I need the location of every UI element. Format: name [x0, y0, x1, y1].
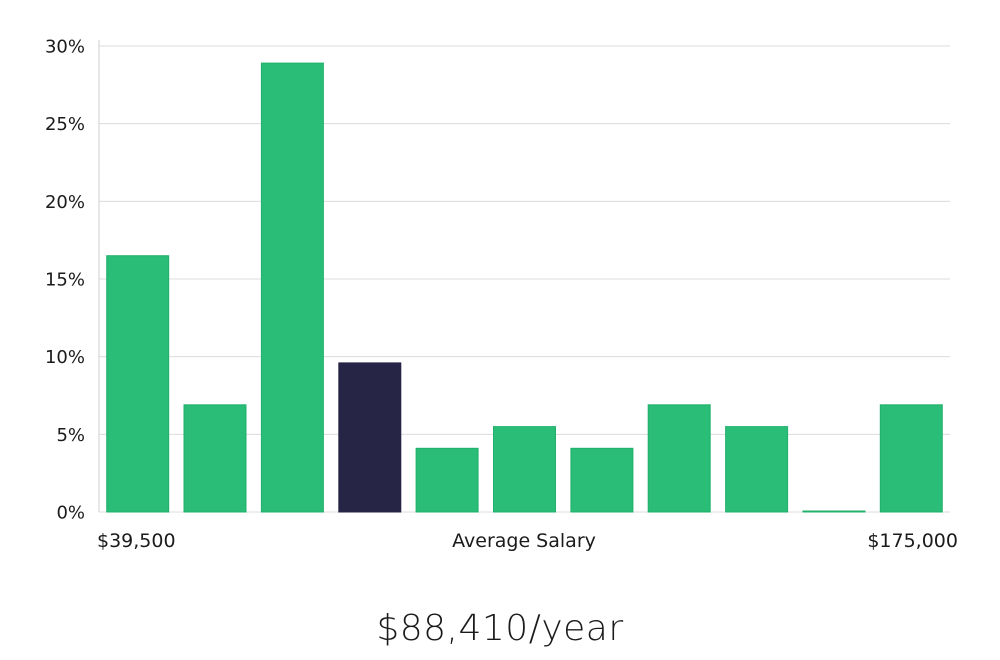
x-axis-min-label: $39,500 — [97, 530, 176, 552]
x-axis-max-label: $175,000 — [867, 530, 958, 552]
y-axis-tick-labels: 0% 5% 10% 15% 20% 25% 30% — [45, 37, 85, 524]
y-tick-label: 25% — [45, 114, 85, 135]
bar — [493, 426, 556, 513]
bar — [725, 426, 789, 513]
y-tick-label: 10% — [45, 347, 85, 368]
bars — [106, 62, 943, 513]
bar — [260, 62, 324, 513]
y-tick-label: 0% — [56, 503, 85, 524]
bar — [570, 447, 634, 513]
x-axis-title: Average Salary — [452, 530, 596, 552]
bar — [106, 255, 170, 513]
y-tick-label: 20% — [45, 192, 85, 213]
y-tick-label: 5% — [56, 425, 85, 446]
bar — [802, 510, 866, 513]
y-tick-label: 15% — [45, 270, 85, 291]
average-salary-value: $88,410/year — [376, 608, 624, 649]
bar — [647, 404, 711, 513]
bar — [183, 404, 247, 513]
bar — [879, 404, 943, 513]
y-tick-label: 30% — [45, 37, 85, 58]
bar — [415, 447, 479, 513]
salary-histogram-chart: 0% 5% 10% 15% 20% 25% 30% $39,500 Average Sala… — [45, 37, 958, 553]
bar-highlighted — [338, 362, 402, 513]
